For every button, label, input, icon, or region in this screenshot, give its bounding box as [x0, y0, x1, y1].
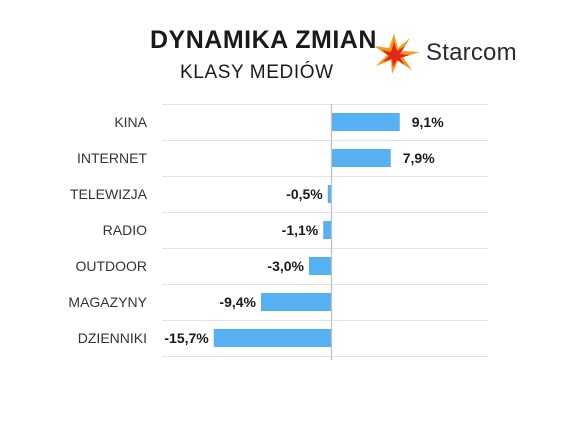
value-label: -3,0%	[267, 258, 304, 274]
category-label: OUTDOOR	[75, 258, 147, 274]
bar	[323, 221, 332, 239]
brand-name: Starcom	[426, 39, 517, 66]
value-label: -1,1%	[282, 222, 319, 238]
chart-subtitle: KLASY MEDIÓW	[180, 62, 334, 83]
category-label: TELEWIZJA	[70, 186, 148, 202]
bar	[331, 113, 400, 131]
bar	[331, 149, 391, 167]
chart-title: DYNAMIKA ZMIAN	[150, 26, 377, 54]
category-label: MAGAZYNY	[68, 294, 147, 310]
bar	[261, 293, 332, 311]
value-label: 7,9%	[403, 150, 435, 166]
category-label: RADIO	[103, 222, 147, 238]
category-label: KINA	[114, 114, 147, 130]
starburst-logo-icon	[374, 34, 420, 74]
category-label: INTERNET	[77, 150, 147, 166]
bar	[309, 257, 332, 275]
category-label: DZIENNIKI	[78, 330, 147, 346]
bar	[213, 329, 332, 347]
value-label: -0,5%	[286, 186, 323, 202]
value-label: 9,1%	[412, 114, 444, 130]
value-label: -9,4%	[219, 294, 256, 310]
starcom-logo: Starcom	[372, 32, 532, 76]
value-label: -15,7%	[164, 330, 209, 346]
bar	[327, 185, 332, 203]
